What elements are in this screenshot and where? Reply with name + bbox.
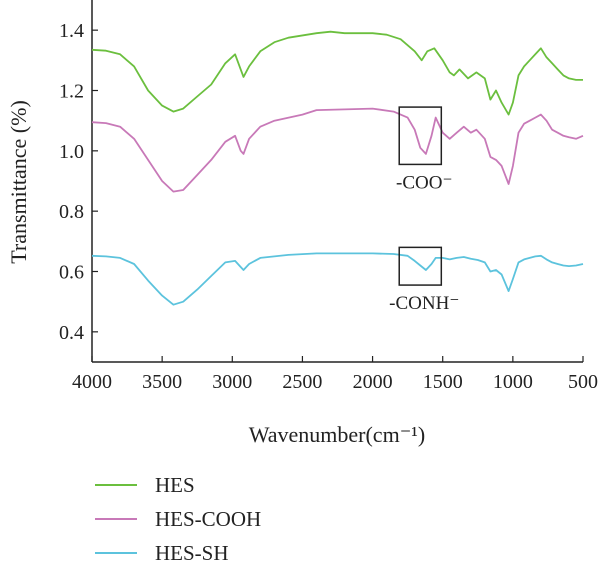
legend-item-hes-cooh: HES-COOH xyxy=(95,502,261,536)
y-tick-label: 0.8 xyxy=(59,201,84,223)
y-tick-label: 1.0 xyxy=(59,141,84,163)
series-line-hes-sh xyxy=(91,252,584,306)
legend-item-hes: HES xyxy=(95,468,261,502)
x-tick-label: 2000 xyxy=(353,371,393,393)
y-tick-label: 1.4 xyxy=(59,20,84,42)
x-tick-label: 3000 xyxy=(212,371,252,393)
series-layer xyxy=(91,30,584,306)
x-tick-label: 500 xyxy=(568,371,598,393)
x-tick-label: 4000 xyxy=(72,371,112,393)
legend: HES HES-COOH HES-SH xyxy=(95,468,261,570)
x-tick-label: 1000 xyxy=(493,371,533,393)
y-tick-label: 0.4 xyxy=(59,322,84,344)
legend-label-hes: HES xyxy=(155,472,195,497)
series-line-hes-cooh xyxy=(91,107,584,193)
legend-swatch-hes xyxy=(95,484,137,486)
annotation-label: -CONH⁻ xyxy=(389,293,459,314)
annotation-box xyxy=(398,246,443,286)
annotation-layer: -COO⁻ -CONH⁻ xyxy=(389,106,459,314)
legend-label-hes-sh: HES-SH xyxy=(155,540,229,565)
y-axis-title: Transmittance (%) xyxy=(6,100,31,264)
legend-label-hes-cooh: HES-COOH xyxy=(155,506,262,531)
x-tick-label: 1500 xyxy=(423,371,463,393)
annotation-box xyxy=(398,106,443,166)
y-tick-label: 1.2 xyxy=(59,81,84,103)
legend-swatch-hes-cooh xyxy=(95,518,137,520)
legend-swatch-hes-sh xyxy=(95,552,137,554)
x-tick-label: 2500 xyxy=(282,371,322,393)
annotation-label: -COO⁻ xyxy=(396,172,452,193)
legend-item-hes-sh: HES-SH xyxy=(95,536,261,570)
series-line-hes xyxy=(91,30,583,116)
x-tick-label: 3500 xyxy=(142,371,182,393)
x-axis-title: Wavenumber(cm⁻¹) xyxy=(249,422,425,447)
plot-axes xyxy=(91,0,583,363)
y-tick-label: 0.6 xyxy=(59,262,84,284)
tick-layer: 4000 3500 3000 2500 2000 1500 1000 500 0.4 0.6 0.8… xyxy=(59,20,598,393)
